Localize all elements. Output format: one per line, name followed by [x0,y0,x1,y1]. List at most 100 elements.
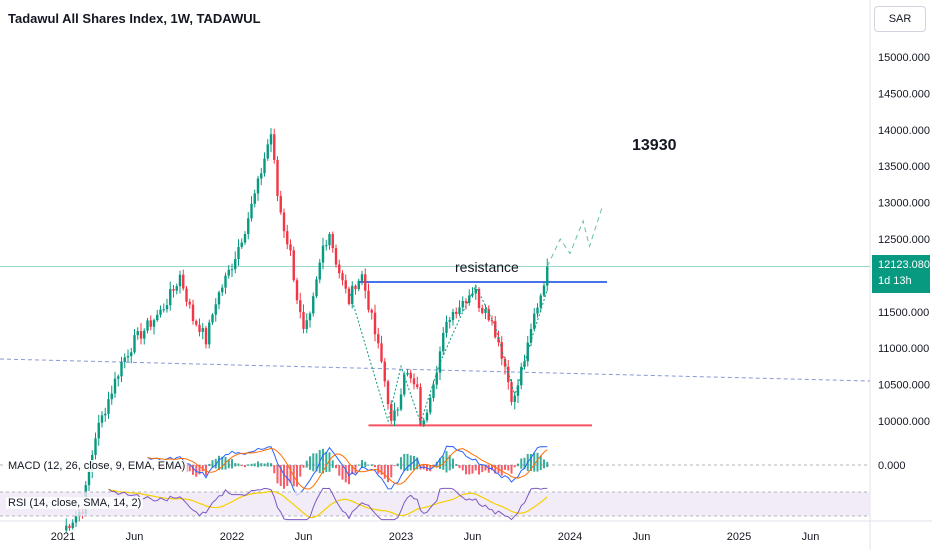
candle-body [289,244,292,251]
candle-body [250,203,253,219]
candle-body [536,307,539,314]
price-tick-label: 10500.000 [878,380,930,392]
candle-body [481,307,484,313]
candle-body [247,218,250,235]
candle-body [126,356,130,358]
candle-body [143,330,146,339]
macd-histogram-bar [530,453,532,472]
pattern-overlays [348,206,603,425]
last-price-value: 12123.080 [878,259,930,271]
macd-histogram-bar [312,453,315,472]
price-tick-label: 14000.000 [878,125,930,137]
candle-body [331,234,334,249]
candle-body [448,320,451,322]
candle-body [269,134,273,145]
candle-body [234,258,237,270]
macd-line [147,445,548,497]
macd-histogram-bar [299,465,302,477]
macd-histogram-bar [335,465,337,469]
macd-histogram-bar [188,465,191,472]
candle-body [416,384,419,388]
candle-body [471,293,474,296]
macd-histogram-bar [279,465,282,487]
macd-histogram-bar [474,465,477,471]
rsi-legend[interactable]: RSI (14, close, SMA, 14, 2) [6,497,144,509]
candle-body [425,412,429,421]
candle-body [315,279,318,297]
candle-body [364,274,367,291]
candle-body [169,289,172,306]
candle-body [308,313,312,321]
projection-path [546,206,603,267]
candle-body [175,286,178,291]
time-axis: 2021 Jun 2022 Jun 2023 Jun 2024 Jun 2025 Jun [51,531,820,543]
candle-body [403,374,406,395]
macd-histogram-bar [309,456,311,470]
candle-body [139,331,143,339]
macd-histogram-bar [478,465,480,475]
candle-body [338,264,341,274]
macd-histogram-bar [416,457,419,470]
candle-body [526,342,529,362]
candle-body [380,343,383,362]
candle-body [507,366,510,383]
macd-histogram-bar [205,465,207,476]
time-tick-label: Jun [295,531,313,543]
candle-body [123,357,126,362]
macd-legend[interactable]: MACD (12, 26, close, 9, EMA, EMA) [6,460,188,472]
candle-body [474,288,477,294]
macd-histogram-bar [458,465,461,469]
candle-body [292,250,295,281]
candle-body [97,422,100,439]
macd-histogram-bar [227,459,230,469]
candle-body [442,332,445,352]
last-price-label: 12123.080 1d 13h [872,255,930,293]
candle-body [461,301,464,308]
macd-histogram-bar [289,465,292,484]
candle-body [273,134,276,160]
candle-body [396,409,399,411]
macd-histogram-bar [507,465,510,471]
candle-body [214,304,217,315]
dotted-trend-line [0,358,871,382]
candle-body [373,312,377,335]
macd-histogram-bar [214,458,217,469]
chart-title: Tadawul All Shares Index, 1W, TADAWUL [8,11,261,26]
time-tick-label: Jun [633,531,651,543]
candle-body [370,309,373,313]
macd-histogram-bar [400,457,402,470]
candle-body [263,158,266,174]
candle-body [451,311,455,321]
candle-body [542,285,546,296]
candle-body [487,308,490,321]
candle-body [500,342,503,359]
macd-histogram-bar [491,465,493,471]
candle-body [383,361,386,382]
macd-histogram-bar [452,458,454,469]
candle-body [295,280,299,301]
candle-body [266,144,269,159]
candle-body [100,415,104,423]
macd-histogram-bar [370,464,373,466]
candle-body [305,320,308,329]
candle-body [390,404,393,421]
candle-body [302,311,305,329]
candle-body [484,308,487,313]
macd-histogram-bar [192,465,194,475]
candle-body [113,378,117,394]
macd-histogram-bar [208,463,211,467]
time-tick-label: 2023 [389,531,413,543]
macd-histogram-bar [364,461,367,468]
macd-histogram-bar [533,452,536,472]
macd-histogram-bar [325,452,328,472]
price-tick-label: 13500.000 [878,161,930,173]
macd-histogram-bar [315,453,318,472]
macd-histogram-bar [257,461,259,468]
currency-selector[interactable]: SAR [874,6,926,32]
price-tick-label: 13000.000 [878,198,930,210]
macd-histogram-bar [390,465,393,478]
candle-body [299,300,302,312]
macd-histogram-bar [240,465,243,467]
